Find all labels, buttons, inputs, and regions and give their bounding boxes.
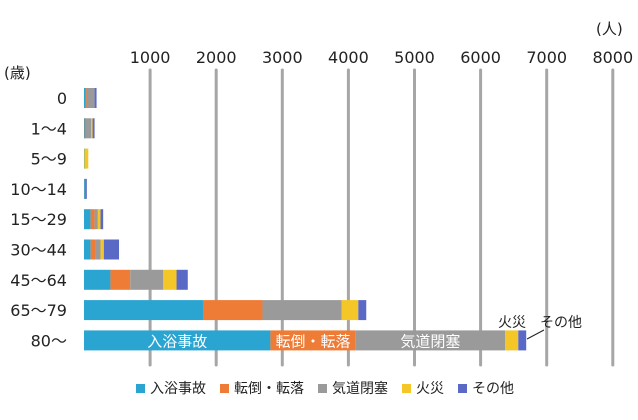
bar-segment (163, 269, 177, 290)
y-category-label: 5〜9 (31, 150, 67, 169)
y-unit-label: (歳) (4, 64, 31, 82)
y-category-label: 15〜29 (10, 210, 67, 229)
bar-segment (84, 239, 91, 260)
y-category-labels: 0 1〜4 5〜9 10〜14 15〜29 30〜44 45〜64 65〜79 80〜 (10, 89, 67, 350)
bar-label: 気道閉塞 (400, 332, 460, 350)
bar-segment (90, 209, 95, 230)
x-tick-label: 5000 (394, 48, 435, 67)
bar-segment (518, 330, 527, 351)
bar-segment (100, 239, 104, 260)
bar-segment (94, 209, 98, 230)
legend-swatch (220, 383, 229, 393)
bar-segment (262, 300, 342, 321)
bar-segment (130, 269, 164, 290)
callout-label: その他 (540, 315, 582, 331)
bar-segment (505, 330, 519, 351)
bar-label: 入浴事故 (147, 332, 207, 350)
bar-segment (176, 269, 188, 290)
x-tick-label: 1000 (130, 48, 171, 67)
bar-segment (86, 88, 95, 108)
bar-segment (84, 118, 87, 139)
legend-label: 気道閉塞 (332, 381, 388, 397)
bar-segment (85, 178, 87, 199)
legend-item: 火災 (402, 378, 444, 398)
bar-segment (358, 300, 367, 321)
y-category-label: 10〜14 (10, 180, 67, 199)
bar-segment (97, 209, 101, 230)
legend-item: 転倒・転落 (220, 378, 304, 398)
legend-swatch (458, 383, 467, 393)
bar-segment (92, 118, 95, 139)
bar-segment (90, 239, 96, 260)
x-tick-label: 3000 (262, 48, 303, 67)
bar-segment (100, 209, 104, 230)
legend-label: 転倒・転落 (234, 381, 304, 397)
legend-label: 火災 (416, 381, 444, 397)
callouts: 火災 その他 (498, 315, 582, 340)
bar-segment (94, 88, 97, 108)
bar-segment (85, 88, 87, 108)
x-tick-label: 2000 (196, 48, 237, 67)
legend-swatch (136, 383, 145, 393)
legend-item: 気道閉塞 (318, 378, 388, 398)
legend-label: その他 (472, 381, 514, 397)
x-tick-label: 4000 (328, 48, 369, 67)
bar-segment (355, 330, 506, 351)
x-tick-label: 7000 (526, 48, 567, 67)
bar-segment (84, 209, 91, 230)
bar-segment (84, 300, 203, 321)
gridlines (148, 68, 615, 367)
x-unit-label: (人) (596, 20, 623, 38)
x-tick-label: 8000 (592, 48, 633, 67)
x-tick-label: 6000 (460, 48, 501, 67)
y-category-label: 65〜79 (10, 301, 67, 320)
x-tick-labels: 1000 2000 3000 4000 5000 6000 7000 8000 (130, 48, 633, 67)
bar-label: 転倒・転落 (276, 332, 351, 350)
y-category-label: 30〜44 (10, 241, 67, 260)
y-category-label: 0 (57, 89, 67, 108)
bar-segment (84, 330, 271, 351)
bar-segment (84, 88, 86, 108)
bar-segment (202, 300, 263, 321)
bar-segment (91, 118, 93, 139)
bar-segment (341, 300, 359, 321)
legend-item: 入浴事故 (136, 378, 206, 398)
bar-segment (103, 239, 120, 260)
bars (84, 88, 527, 351)
callout-label: 火災 (498, 315, 526, 331)
bar-segment (270, 330, 356, 351)
legend-swatch (402, 383, 411, 393)
bar-segment (84, 148, 89, 169)
legend: 入浴事故 転倒・転落 気道閉塞 火災 その他 (136, 378, 514, 398)
y-category-label: 45〜64 (10, 271, 67, 290)
bar-segment (84, 269, 111, 290)
y-category-label: 80〜 (31, 331, 67, 350)
legend-swatch (318, 383, 327, 393)
callout-line (526, 329, 545, 340)
legend-item: その他 (458, 378, 514, 398)
bar-segment (85, 118, 92, 139)
y-category-label: 1〜4 (31, 119, 67, 138)
bar-segment (95, 239, 101, 260)
bar-segment (110, 269, 131, 290)
bar-labels: 入浴事故 転倒・転落 気道閉塞 (147, 332, 460, 350)
legend-label: 入浴事故 (150, 381, 206, 397)
